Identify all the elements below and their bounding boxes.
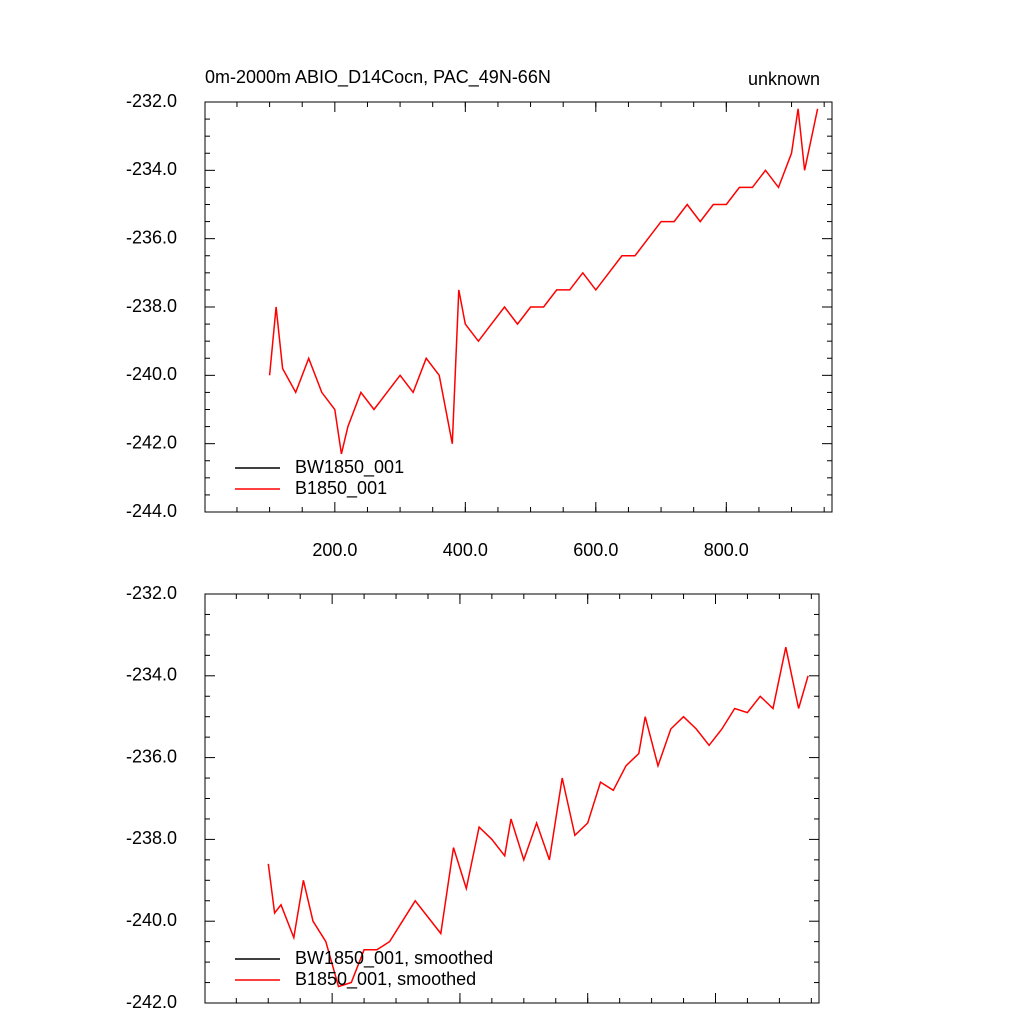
y-tick-label: -240.0 [126,364,177,384]
y-tick-label: -232.0 [126,583,177,603]
y-tick-label: -238.0 [126,296,177,316]
plot-frame [204,101,833,513]
y-tick-label: -244.0 [126,501,177,521]
y-tick-label: -238.0 [126,828,177,848]
chart-subtitle: unknown [748,69,820,89]
x-tick-label: 200.0 [312,540,357,560]
x-tick-label: 800.0 [704,540,749,560]
chart-title: 0m-2000m ABIO_D14Cocn, PAC_49N-66N [205,67,551,88]
data-line [267,647,809,988]
x-tick-label: 400.0 [443,540,488,560]
legend-label: BW1850_001, smoothed [295,948,493,969]
data-line [268,108,819,455]
y-tick-label: -242.0 [126,432,177,452]
y-tick-label: -234.0 [126,665,177,685]
y-tick-label: -234.0 [126,159,177,179]
y-tick-label: -232.0 [126,91,177,111]
legend-label: BW1850_001 [295,457,404,478]
y-tick-label: -240.0 [126,910,177,930]
plot-frame [204,593,820,1004]
legend-label: B1850_001 [295,478,387,499]
legend-label: B1850_001, smoothed [295,969,476,990]
x-tick-label: 600.0 [573,540,618,560]
y-tick-label: -242.0 [126,992,177,1012]
y-tick-label: -236.0 [126,746,177,766]
y-tick-label: -236.0 [126,227,177,247]
